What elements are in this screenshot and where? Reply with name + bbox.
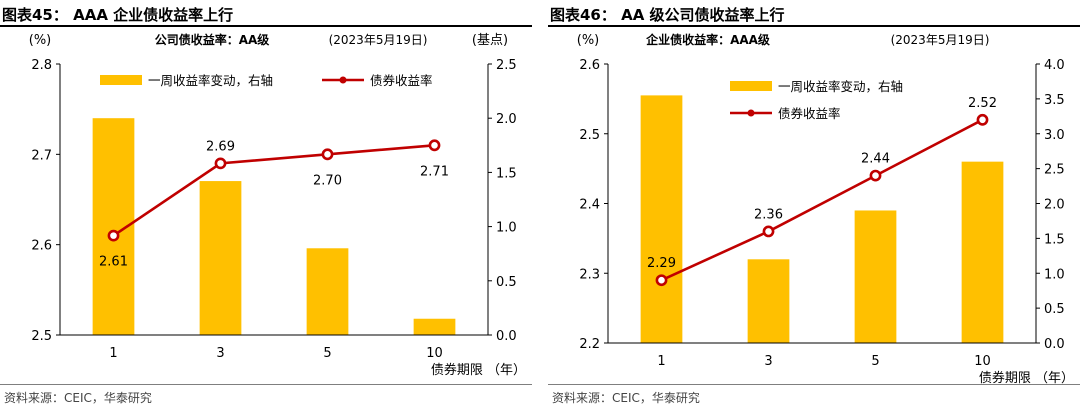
- x-tick-label: 5: [871, 354, 879, 369]
- right-tick-label: 3.0: [1044, 128, 1065, 143]
- right-tick-label: 0.0: [1044, 337, 1065, 352]
- x-tick-label: 10: [974, 354, 991, 369]
- figure-title: 图表45： AAA 企业债收益率上行: [2, 6, 234, 24]
- right-tick-label: 2.5: [1044, 163, 1065, 178]
- right-axis-unit: (基点): [472, 33, 508, 48]
- yield-line: [112, 144, 435, 237]
- bar-10: [961, 161, 1004, 343]
- data-label: 2.61: [99, 255, 128, 270]
- yield-point-3: [214, 157, 227, 170]
- title-rule: [548, 25, 1080, 27]
- x-axis-title: 债券期限 （年）: [431, 362, 526, 378]
- left-axis-unit: (%): [29, 33, 52, 48]
- bar-1: [640, 95, 683, 343]
- data-label: 2.29: [647, 256, 676, 271]
- bar-5: [854, 210, 897, 343]
- yield-point-1: [655, 274, 668, 287]
- data-label: 2.52: [968, 96, 997, 111]
- left-tick-label: 2.4: [579, 198, 600, 213]
- left-tick-label: 2.2: [579, 337, 600, 352]
- combo-chart-46: (%) 企业债收益率：AAA级 (2023年5月19日) 2.2 2.3 2.4 2.5 2.…: [577, 32, 1074, 384]
- data-label: 2.44: [861, 152, 890, 167]
- data-label: 2.69: [206, 139, 235, 154]
- date-note: (2023年5月19日): [891, 33, 990, 47]
- right-tick-label: 2.5: [496, 58, 517, 73]
- source-note: 资料来源：CEIC，华泰研究: [4, 391, 152, 405]
- bar-3: [747, 259, 790, 343]
- yield-point-5: [869, 169, 882, 182]
- right-tick-label: 0.5: [496, 275, 517, 290]
- right-tick-label: 0.0: [496, 329, 517, 344]
- right-tick-label: 1.0: [1044, 267, 1065, 282]
- x-tick-label: 3: [216, 346, 224, 361]
- right-tick-label: 1.0: [496, 221, 517, 236]
- x-axis-title: 债券期限 （年）: [979, 370, 1074, 384]
- x-tick-label: 10: [426, 346, 443, 361]
- legend-bar-label: 一周收益率变动，右轴: [148, 73, 273, 88]
- legend-bar-swatch: [730, 81, 772, 91]
- source-rule: [548, 384, 1080, 385]
- left-tick-label: 2.7: [31, 148, 52, 163]
- bar-10: [413, 318, 456, 335]
- data-label: 2.36: [754, 207, 783, 222]
- x-tick-label: 1: [109, 346, 117, 361]
- legend-line-marker: [339, 76, 347, 84]
- left-tick-label: 2.5: [579, 128, 600, 143]
- yield-point-3: [762, 225, 775, 238]
- right-tick-label: 1.5: [496, 166, 517, 181]
- source-note: 资料来源：CEIC，华泰研究: [552, 391, 700, 405]
- right-tick-label: 4.0: [1044, 58, 1065, 73]
- chart-subtitle: 公司债收益率：AA级: [155, 32, 270, 47]
- yield-line: [660, 118, 984, 282]
- x-tick-label: 5: [323, 346, 331, 361]
- left-tick-label: 2.8: [31, 58, 52, 73]
- yield-point-10: [976, 113, 989, 126]
- chart-subtitle: 企业债收益率：AAA级: [645, 32, 770, 47]
- legend-bar-label: 一周收益率变动，右轴: [778, 79, 903, 94]
- date-note: (2023年5月19日): [329, 33, 428, 47]
- source-rule: [0, 384, 532, 385]
- data-label: 2.70: [313, 173, 342, 188]
- left-tick-label: 2.6: [31, 239, 52, 254]
- legend-line-label: 债券收益率: [778, 106, 841, 121]
- left-tick-label: 2.6: [579, 58, 600, 73]
- legend-line-marker: [747, 109, 755, 117]
- left-axis-unit: (%): [577, 33, 600, 48]
- legend-bar-swatch: [100, 75, 142, 85]
- right-tick-label: 3.5: [1044, 93, 1065, 108]
- chart-panel-46: 图表46： AA 级公司债收益率上行 (%) 企业债收益率：AAA级 (2023年5…: [548, 0, 1080, 411]
- right-tick-label: 2.0: [1044, 198, 1065, 213]
- x-tick-label: 1: [657, 354, 665, 369]
- bar-5: [306, 248, 349, 335]
- right-tick-label: 2.0: [496, 112, 517, 127]
- yield-point-1: [107, 229, 120, 242]
- right-tick-label: 0.5: [1044, 302, 1065, 317]
- yield-point-5: [321, 148, 334, 161]
- bar-3: [199, 181, 242, 335]
- chart-panel-45: 图表45： AAA 企业债收益率上行 (%) (基点) 公司债收益率：AA级 (202…: [0, 0, 532, 411]
- data-label: 2.71: [420, 164, 449, 179]
- title-rule: [0, 25, 532, 27]
- yield-point-10: [428, 139, 441, 152]
- combo-chart-45: (%) (基点) 公司债收益率：AA级 (2023年5月19日) 2.5 2.6 2.7 2.…: [29, 32, 526, 378]
- right-tick-label: 1.5: [1044, 232, 1065, 247]
- legend-line-label: 债券收益率: [370, 73, 433, 88]
- left-tick-label: 2.3: [579, 267, 600, 282]
- figure-title: 图表46： AA 级公司债收益率上行: [550, 6, 785, 24]
- left-tick-label: 2.5: [31, 329, 52, 344]
- x-tick-label: 3: [764, 354, 772, 369]
